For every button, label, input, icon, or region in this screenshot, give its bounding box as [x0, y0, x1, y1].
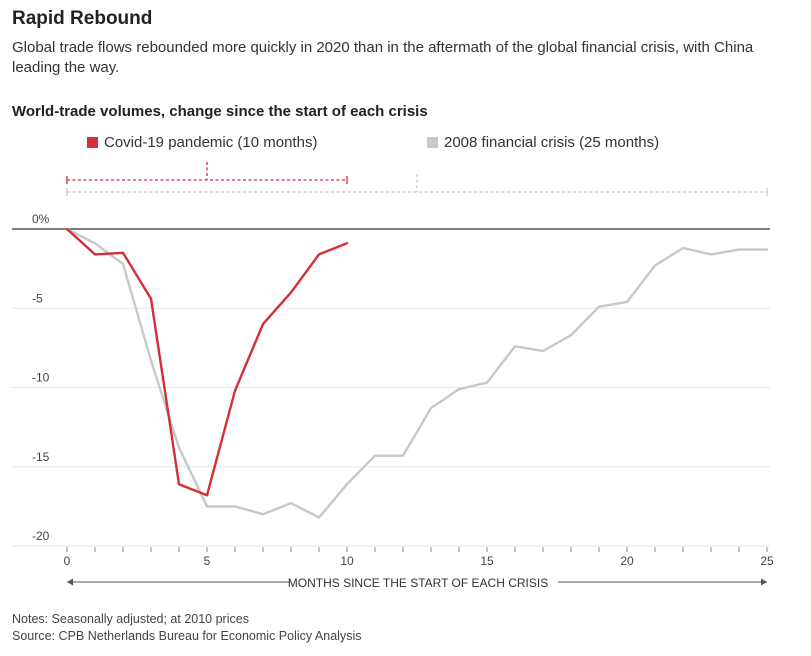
- x-axis-title: MONTHS SINCE THE START OF EACH CRISIS: [288, 576, 548, 590]
- legend-covid: Covid-19 pandemic (10 months): [87, 134, 317, 151]
- x-tick-label: 20: [620, 554, 634, 568]
- y-tick-label: -15: [32, 450, 50, 464]
- x-tick-label: 15: [480, 554, 494, 568]
- x-tick-label: 10: [340, 554, 354, 568]
- x-tick-label: 25: [760, 554, 774, 568]
- source-text: Source: CPB Netherlands Bureau for Econo…: [12, 629, 362, 643]
- x-axis-arrowhead-right: [761, 578, 767, 586]
- chart-title: World-trade volumes, change since the st…: [12, 103, 428, 120]
- x-tick-label: 0: [64, 554, 71, 568]
- legend-gfc: 2008 financial crisis (25 months): [427, 134, 659, 151]
- notes-text: Notes: Seasonally adjusted; at 2010 pric…: [12, 612, 249, 626]
- notes-block: Notes: Seasonally adjusted; at 2010 pric…: [12, 611, 361, 645]
- gfc-series-line: [65, 227, 769, 519]
- y-tick-label: 0%: [32, 212, 50, 226]
- x-axis-arrowhead-left: [67, 578, 73, 586]
- y-tick-label: -20: [32, 529, 50, 543]
- y-tick-label: -5: [32, 291, 43, 305]
- covid-series-line: [65, 227, 349, 497]
- legend-gfc-label: 2008 financial crisis (25 months): [444, 134, 660, 151]
- y-tick-label: -10: [32, 371, 50, 385]
- headline: Rapid Rebound: [12, 8, 153, 29]
- axis-layer: 0% -5 -10 -15 -20 0 5 10 15 20 25: [32, 212, 774, 586]
- series-layer: [65, 227, 769, 519]
- legend-gfc-swatch: [427, 137, 438, 148]
- grid-layer: [12, 228, 770, 547]
- x-tick-label: 5: [204, 554, 211, 568]
- legend-covid-label: Covid-19 pandemic (10 months): [104, 134, 318, 151]
- dek: Global trade flows rebounded more quickl…: [12, 39, 754, 76]
- legend-covid-swatch: [87, 137, 98, 148]
- bracket-layer: [66, 162, 768, 196]
